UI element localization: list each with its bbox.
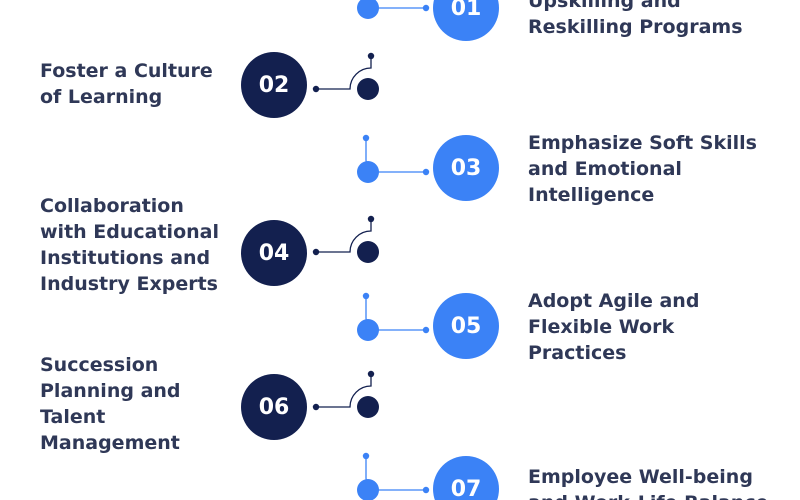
connector-line-06 [316, 374, 372, 408]
connector-small-dot-03 [362, 134, 370, 142]
connector-line-04 [316, 219, 372, 253]
connector-end-dot-05 [422, 326, 430, 334]
step-label-07: Employee Well-being and Work-Life Balanc… [528, 466, 769, 500]
step-label-01: Upskilling and Reskilling Programs [528, 0, 743, 38]
step-label-04: Collaboration with Educational Instituti… [40, 195, 219, 295]
step-badge-05: 05 [433, 293, 499, 359]
connector-node-01 [357, 0, 379, 19]
step-badge-03: 03 [433, 135, 499, 201]
connector-line-02 [316, 56, 372, 90]
connector-node-03 [357, 161, 379, 183]
step-label-03: Emphasize Soft Skills and Emotional Inte… [528, 132, 757, 206]
step-label-06: Succession Planning and Talent Managemen… [40, 354, 181, 454]
step-label-02: Foster a Culture of Learning [40, 60, 213, 108]
connector-small-dot-05 [362, 292, 370, 300]
connector-node-06 [357, 396, 379, 418]
connector-small-dot-07 [362, 452, 370, 460]
connector-end-dot-01 [422, 4, 430, 12]
connector-node-02 [357, 78, 379, 100]
connector-small-dot-02 [367, 52, 375, 60]
connector-end-dot-03 [422, 168, 430, 176]
step-badge-04: 04 [241, 220, 307, 286]
step-badge-02: 02 [241, 52, 307, 118]
connector-node-05 [357, 319, 379, 341]
connector-node-04 [357, 241, 379, 263]
connector-small-dot-04 [367, 215, 375, 223]
connector-end-dot-04 [312, 248, 320, 256]
connector-node-07 [357, 479, 379, 500]
step-label-05: Adopt Agile and Flexible Work Practices [528, 290, 700, 364]
connector-end-dot-02 [312, 85, 320, 93]
connector-end-dot-07 [422, 486, 430, 494]
connector-end-dot-06 [312, 403, 320, 411]
connector-small-dot-06 [367, 370, 375, 378]
step-badge-06: 06 [241, 374, 307, 440]
